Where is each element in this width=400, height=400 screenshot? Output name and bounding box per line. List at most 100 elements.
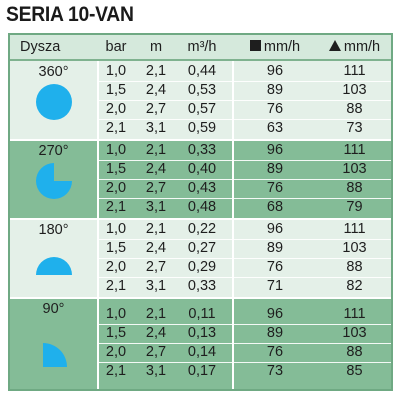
cell-bar: 1,5 xyxy=(105,240,127,256)
cell-triangle: 79 xyxy=(346,199,363,215)
cell-flow: 0,57 xyxy=(187,101,217,117)
cell-triangle: 88 xyxy=(346,344,363,360)
row-divider xyxy=(99,277,391,278)
group-divider xyxy=(10,297,391,299)
row-divider xyxy=(99,198,391,199)
group-divider xyxy=(10,139,391,141)
cell-square: 71 xyxy=(266,278,284,294)
cell-triangle: 73 xyxy=(346,120,363,136)
cell-bar: 2,0 xyxy=(105,180,127,196)
cell-m: 2,1 xyxy=(145,142,167,158)
cell-bar: 1,5 xyxy=(105,82,127,98)
cell-square: 76 xyxy=(266,344,284,360)
group-divider xyxy=(10,218,391,220)
cell-m: 2,7 xyxy=(145,180,167,196)
cell-bar: 1,0 xyxy=(105,142,127,158)
cell-m: 2,4 xyxy=(145,325,167,341)
column-divider xyxy=(232,61,234,389)
triangle-icon xyxy=(328,40,341,51)
cell-square: 63 xyxy=(266,120,284,136)
nozzle-angle: 360° xyxy=(38,64,69,80)
cell-square: 76 xyxy=(266,101,284,117)
row-divider xyxy=(99,258,391,259)
row-divider xyxy=(99,119,391,120)
cell-flow: 0,48 xyxy=(187,199,217,215)
cell-triangle: 103 xyxy=(342,82,367,98)
cell-flow: 0,13 xyxy=(187,325,217,341)
header-bar: bar xyxy=(105,39,127,55)
cell-flow: 0,14 xyxy=(187,344,217,360)
nozzle-group-270: 270° 1,0 2,1 0,33 96 111 1,5 2,4 0,40 89 103 2,0 2,7… xyxy=(10,140,391,219)
cell-square: 76 xyxy=(266,259,284,275)
cell-bar: 2,0 xyxy=(105,344,127,360)
cell-bar: 2,1 xyxy=(105,363,127,379)
row-divider xyxy=(99,239,391,240)
cell-m: 3,1 xyxy=(145,278,167,294)
row-divider xyxy=(99,362,391,363)
cell-square: 96 xyxy=(266,63,284,79)
cell-triangle: 88 xyxy=(346,180,363,196)
cell-triangle: 111 xyxy=(343,306,366,322)
cell-flow: 0,17 xyxy=(187,363,217,379)
cell-square: 89 xyxy=(266,82,284,98)
cell-bar: 1,0 xyxy=(105,306,127,322)
cell-triangle: 85 xyxy=(346,363,363,379)
row-divider xyxy=(99,160,391,161)
cell-flow: 0,44 xyxy=(187,63,217,79)
cell-flow: 0,29 xyxy=(187,259,217,275)
nozzle-group-360: 360° 1,0 2,1 0,44 96 111 1,5 2,4 0,53 89 103 2,0 2,7… xyxy=(10,61,391,140)
cell-flow: 0,59 xyxy=(187,120,217,136)
header-flow: m³/h xyxy=(187,39,217,55)
nozzle-angle: 270° xyxy=(38,143,69,159)
cell-bar: 2,1 xyxy=(105,120,127,136)
cell-triangle: 111 xyxy=(343,63,366,79)
cell-flow: 0,43 xyxy=(187,180,217,196)
row-divider xyxy=(99,179,391,180)
cell-bar: 1,5 xyxy=(105,161,127,177)
cell-square: 96 xyxy=(266,221,284,237)
header-triangle-rate: mm/h xyxy=(316,39,393,55)
row-divider xyxy=(99,324,391,325)
cell-triangle: 111 xyxy=(343,142,366,158)
cell-bar: 2,1 xyxy=(105,199,127,215)
cell-bar: 1,0 xyxy=(105,63,127,79)
cell-square: 96 xyxy=(266,306,284,322)
nozzle-group-90: 90° 1,0 2,1 0,11 96 111 1,5 2,4 0,13 89 103 2,0 2,7 0… xyxy=(10,298,391,389)
cell-triangle: 82 xyxy=(346,278,363,294)
cell-bar: 2,0 xyxy=(105,259,127,275)
cell-m: 2,4 xyxy=(145,240,167,256)
full-circle-nozzle-icon xyxy=(35,83,73,126)
row-divider xyxy=(99,81,391,82)
cell-flow: 0,33 xyxy=(187,142,217,158)
nozzle-group-180: 180° 1,0 2,1 0,22 96 111 1,5 2,4 0,27 89 103 2,0 2,7… xyxy=(10,219,391,298)
cell-triangle: 103 xyxy=(342,240,367,256)
header-triangle-label: mm/h xyxy=(343,39,381,55)
cell-m: 2,1 xyxy=(145,221,167,237)
cell-square: 76 xyxy=(266,180,284,196)
nozzle-angle: 90° xyxy=(42,301,65,317)
cell-flow: 0,33 xyxy=(187,278,217,294)
cell-flow: 0,40 xyxy=(187,161,217,177)
cell-square: 73 xyxy=(266,363,284,379)
cell-flow: 0,27 xyxy=(187,240,217,256)
cell-triangle: 103 xyxy=(342,325,367,341)
cell-m: 2,4 xyxy=(145,161,167,177)
square-icon xyxy=(249,40,261,51)
row-divider xyxy=(99,343,391,344)
cell-m: 2,1 xyxy=(145,63,167,79)
quarter-circle-nozzle-icon xyxy=(42,342,68,373)
cell-m: 3,1 xyxy=(145,363,167,379)
cell-square: 68 xyxy=(266,199,284,215)
half-circle-nozzle-icon xyxy=(35,255,73,282)
row-divider xyxy=(99,100,391,101)
cell-bar: 1,5 xyxy=(105,325,127,341)
cell-square: 96 xyxy=(266,142,284,158)
nozzle-angle: 180° xyxy=(38,222,69,238)
header-m: m xyxy=(149,39,163,55)
cell-m: 2,7 xyxy=(145,101,167,117)
table-header: Dysza bar m m³/h mm/h mm/h xyxy=(10,35,391,61)
header-square-rate: mm/h xyxy=(236,39,314,55)
cell-m: 3,1 xyxy=(145,120,167,136)
cell-m: 2,7 xyxy=(145,259,167,275)
cell-bar: 1,0 xyxy=(105,221,127,237)
